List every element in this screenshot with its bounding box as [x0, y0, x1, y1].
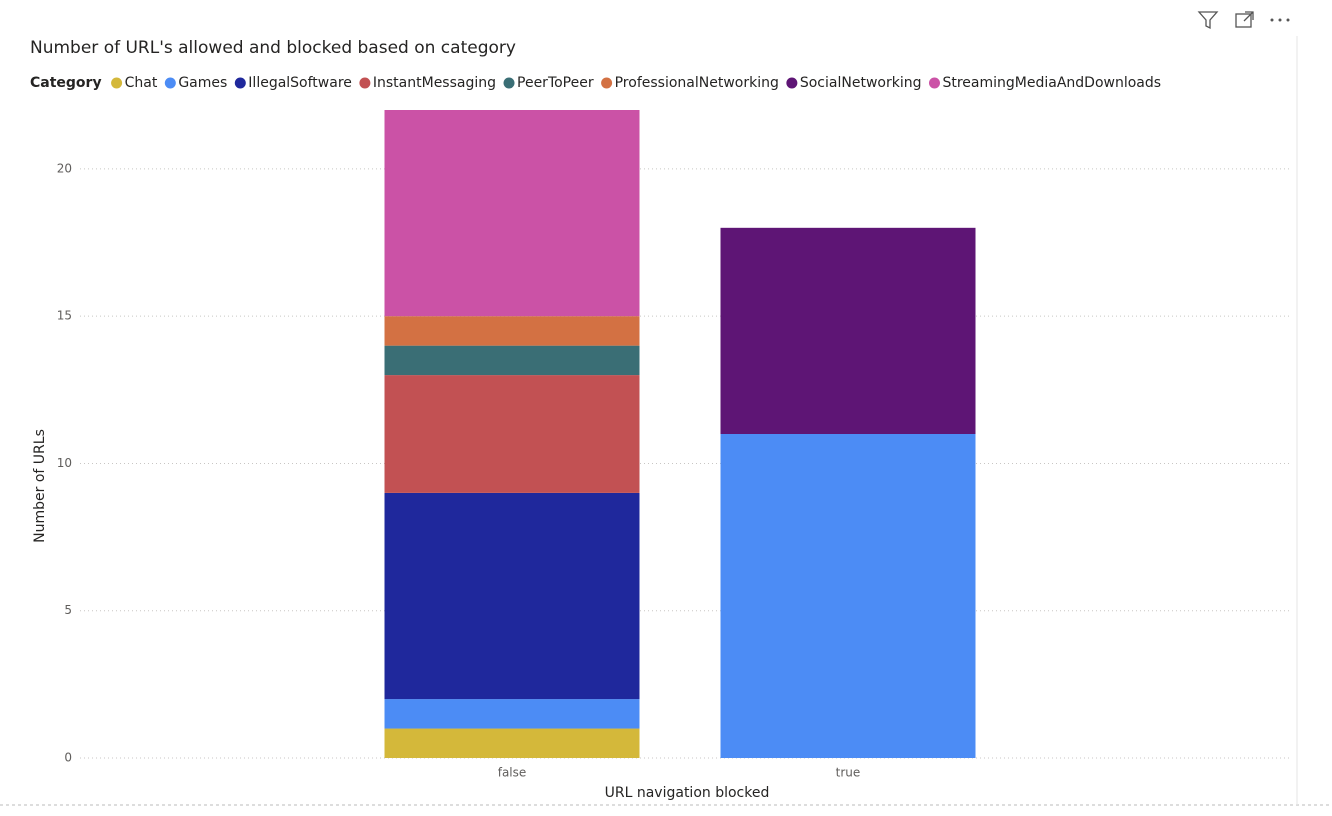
y-tick-label: 10 [57, 456, 72, 470]
legend-marker [601, 77, 613, 89]
bar-segment [384, 316, 640, 346]
legend-marker [928, 77, 940, 89]
legend-label: Chat [125, 75, 158, 91]
y-tick-label: 0 [64, 751, 72, 765]
bar-segment [384, 345, 640, 376]
filter-icon[interactable] [1197, 11, 1219, 30]
bar-segment [384, 110, 640, 317]
legend-marker [234, 77, 246, 89]
bar-segment [384, 728, 640, 758]
y-axis-title: Number of URLs [32, 429, 48, 543]
legend-label: InstantMessaging [373, 75, 496, 91]
x-tick-label: true [836, 766, 861, 780]
focus-mode-icon[interactable] [1235, 11, 1254, 28]
legend-marker [111, 77, 123, 89]
bar-segment [384, 699, 640, 729]
more-options-icon[interactable] [1270, 18, 1290, 22]
bar-segment [720, 227, 976, 434]
legend-label: PeerToPeer [517, 75, 594, 91]
legend: Category Chat Games IllegalSoftware InstantM… [30, 75, 1161, 91]
legend-label: StreamingMediaAndDownloads [942, 75, 1161, 91]
legend-marker [786, 77, 798, 89]
y-tick-label: 5 [64, 603, 72, 617]
bar-segment [384, 375, 640, 493]
legend-marker [503, 77, 515, 89]
x-tick-label: false [498, 766, 527, 780]
legend-label: IllegalSoftware [248, 75, 352, 91]
legend-label: SocialNetworking [800, 75, 922, 91]
y-tick-label: 20 [57, 161, 72, 175]
legend-marker [164, 77, 176, 89]
legend-label: ProfessionalNetworking [615, 75, 779, 91]
x-axis-title: URL navigation blocked [605, 785, 770, 801]
legend-marker [359, 77, 371, 89]
legend-label: Games [178, 75, 227, 91]
chart-title: Number of URL's allowed and blocked base… [30, 38, 516, 58]
bar-segment [720, 434, 976, 758]
legend-title: Category [30, 75, 102, 91]
bar-segment [384, 492, 640, 700]
y-tick-label: 15 [57, 309, 72, 323]
